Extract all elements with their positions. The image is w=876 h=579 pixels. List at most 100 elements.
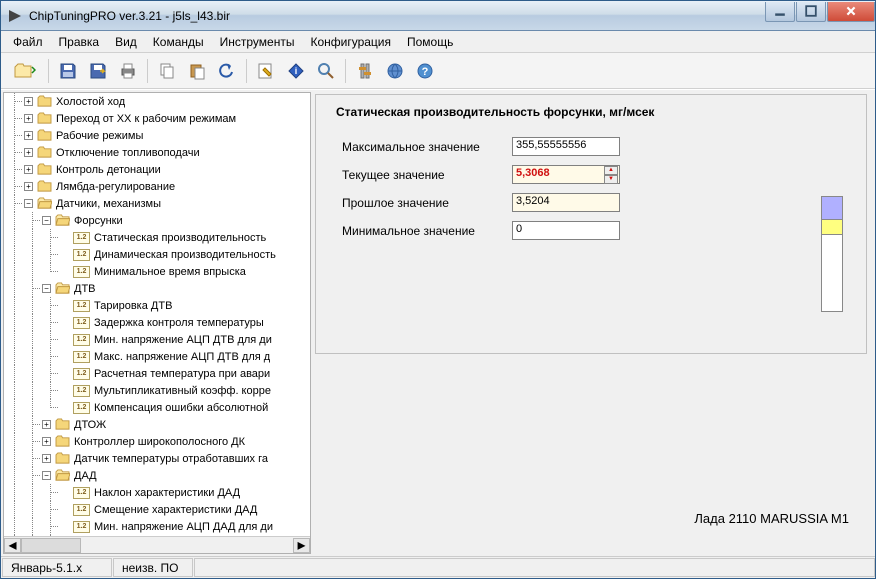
tree-item[interactable]: 1.2Мин. напряжение АЦП ДТВ для ди — [4, 331, 310, 348]
tree-label: ДТОЖ — [74, 419, 106, 431]
expander-icon[interactable]: + — [24, 131, 33, 140]
form-row: Минимальное значение0 — [342, 221, 852, 240]
scroll-left-icon[interactable]: ◂ — [4, 538, 21, 553]
form-row: Прошлое значение3,5204 — [342, 193, 852, 212]
minimize-button[interactable] — [765, 2, 795, 22]
tree-label: Тарировка ДТВ — [94, 300, 172, 312]
maximize-button[interactable] — [796, 2, 826, 22]
menu-вид[interactable]: Вид — [107, 33, 145, 51]
save-button[interactable] — [54, 57, 82, 85]
expander-icon[interactable]: + — [24, 182, 33, 191]
menu-команды[interactable]: Команды — [145, 33, 212, 51]
expander-icon[interactable]: + — [24, 148, 33, 157]
expander-icon[interactable]: + — [24, 114, 33, 123]
tree-item[interactable]: 1.2Статическая производительность — [4, 229, 310, 246]
tree-folder[interactable]: + Переход от XX к рабочим режимам — [4, 110, 310, 127]
tree-folder[interactable]: +Рабочие режимы — [4, 127, 310, 144]
param-icon: 1.2 — [73, 317, 90, 329]
tree-item[interactable]: 1.2 Тарировка ДТВ — [4, 297, 310, 314]
tree-view[interactable]: +Холостой ход+Переход от XX к рабочим ре… — [4, 93, 310, 536]
field-label: Максимальное значение — [342, 140, 512, 154]
tree-item[interactable]: 1.2Наклон характеристики ДАД — [4, 484, 310, 501]
tree-label: Контроллер широкополосного ДК — [74, 436, 245, 448]
tree-label: Компенсация ошибки абсолютной — [94, 402, 268, 414]
expander-icon[interactable]: + — [42, 420, 51, 429]
tree-label: Контроль детонации — [56, 164, 161, 176]
settings-button[interactable] — [351, 57, 379, 85]
tree-item[interactable]: 1.2Макс. напряжение АЦП ДТВ для д — [4, 348, 310, 365]
field-value: 355,55555556 — [512, 137, 620, 156]
param-icon: 1.2 — [73, 504, 90, 516]
tree-folder[interactable]: + Контроль детонации — [4, 161, 310, 178]
tree-folder[interactable]: + Отключение топливоподачи — [4, 144, 310, 161]
expander-icon[interactable]: − — [42, 284, 51, 293]
app-icon — [7, 8, 23, 24]
field-label: Текущее значение — [342, 168, 512, 182]
field-value[interactable]: 5,3068▲▼ — [512, 165, 620, 184]
tree-folder[interactable]: −Форсунки — [4, 212, 310, 229]
tree-folder[interactable]: +Датчик температуры отработавших га — [4, 450, 310, 467]
copy-button[interactable] — [153, 57, 181, 85]
tree-label: Датчики, механизмы — [56, 198, 161, 210]
tree-hscrollbar[interactable]: ◂ ▸ — [4, 536, 310, 553]
expander-icon[interactable]: − — [42, 216, 51, 225]
info-button[interactable]: i — [282, 57, 310, 85]
tree-folder[interactable]: +Холостой ход — [4, 93, 310, 110]
close-button[interactable] — [827, 2, 875, 22]
param-icon: 1.2 — [73, 402, 90, 414]
tree-item[interactable]: 1.2Динамическая производительность — [4, 246, 310, 263]
tree-item[interactable]: 1.2Минимальное время впрыска — [4, 263, 310, 280]
tree-folder[interactable]: + Контроллер широкополосного ДК — [4, 433, 310, 450]
expander-icon[interactable]: + — [24, 97, 33, 106]
tree-label: Лямбда-регулирование — [56, 181, 175, 193]
field-value: 0 — [512, 221, 620, 240]
expander-icon[interactable]: + — [42, 437, 51, 446]
scroll-thumb[interactable] — [21, 538, 81, 553]
undo-button[interactable] — [213, 57, 241, 85]
menubar: ФайлПравкаВидКомандыИнструментыКонфигура… — [1, 31, 875, 53]
tree-label: Переход от XX к рабочим режимам — [56, 113, 236, 125]
help-button[interactable]: ? — [411, 57, 439, 85]
statusbar: Январь-5.1.x неизв. ПО — [1, 556, 875, 578]
tree-item[interactable]: 1.2Мультипликативный коэфф. корре — [4, 382, 310, 399]
tree-item[interactable]: 1.2Смещение характеристики ДАД — [4, 501, 310, 518]
svg-text:?: ? — [422, 66, 429, 78]
tree-item[interactable]: 1.2Расчетная температура при авари — [4, 365, 310, 382]
param-icon: 1.2 — [73, 266, 90, 278]
search-button[interactable] — [312, 57, 340, 85]
tree-folder[interactable]: − Датчики, механизмы — [4, 195, 310, 212]
menu-правка[interactable]: Правка — [51, 33, 108, 51]
form-row: Текущее значение5,3068▲▼ — [342, 165, 852, 184]
expander-icon[interactable]: − — [42, 471, 51, 480]
detail-pane: Статическая производительность форсунки,… — [311, 90, 875, 556]
scroll-right-icon[interactable]: ▸ — [293, 538, 310, 553]
tree-folder[interactable]: − ДТВ — [4, 280, 310, 297]
save-as-button[interactable] — [84, 57, 112, 85]
tree-label: Мин. напряжение АЦП ДАД для ди — [94, 521, 273, 533]
menu-инструменты[interactable]: Инструменты — [212, 33, 303, 51]
print-button[interactable] — [114, 57, 142, 85]
toolbar: i ? — [1, 53, 875, 89]
tree-label: Отключение топливоподачи — [56, 147, 200, 159]
edit-button[interactable] — [252, 57, 280, 85]
menu-файл[interactable]: Файл — [5, 33, 51, 51]
tree-item[interactable]: 1.2 Задержка контроля температуры — [4, 314, 310, 331]
open-button[interactable] — [7, 57, 43, 85]
tree-label: ДТВ — [74, 283, 96, 295]
spinner[interactable]: ▲▼ — [604, 166, 618, 183]
expander-icon[interactable]: − — [24, 199, 33, 208]
tree-item[interactable]: 1.2 Компенсация ошибки абсолютной — [4, 399, 310, 416]
param-icon: 1.2 — [73, 300, 90, 312]
tree-folder[interactable]: + ДТОЖ — [4, 416, 310, 433]
tree-folder[interactable]: + Лямбда-регулирование — [4, 178, 310, 195]
menu-помощь[interactable]: Помощь — [399, 33, 461, 51]
paste-button[interactable] — [183, 57, 211, 85]
menu-конфигурация[interactable]: Конфигурация — [302, 33, 399, 51]
expander-icon[interactable]: + — [24, 165, 33, 174]
expander-icon[interactable]: + — [42, 454, 51, 463]
tree-label: Задержка контроля температуры — [94, 317, 264, 329]
network-button[interactable] — [381, 57, 409, 85]
tree-item[interactable]: 1.2Мин. напряжение АЦП ДАД для ди — [4, 518, 310, 535]
field-label: Минимальное значение — [342, 224, 512, 238]
tree-folder[interactable]: −ДАД — [4, 467, 310, 484]
